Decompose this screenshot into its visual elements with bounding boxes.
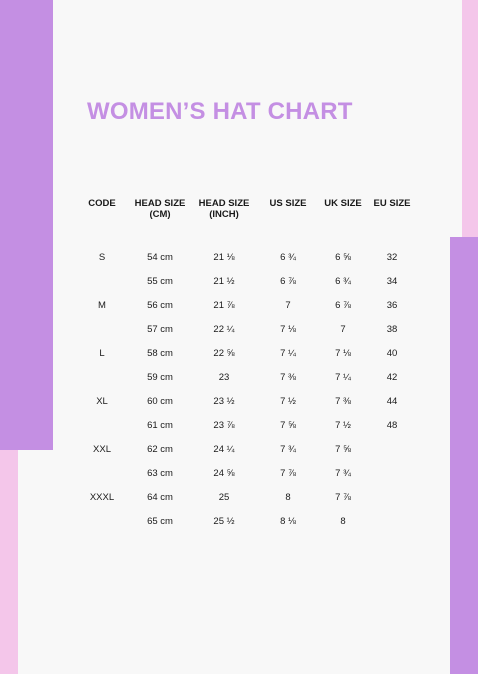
cell-us-size: 8 bbox=[285, 492, 291, 503]
cell-us-size: 7 bbox=[285, 300, 291, 311]
cell-eu-size: 40 bbox=[386, 348, 398, 359]
cell-uk-size: 7 ⅜ bbox=[335, 396, 351, 407]
cell-code: S bbox=[98, 252, 106, 263]
cell-head-size-cm: 56 cm bbox=[147, 300, 173, 311]
left-purple-band bbox=[0, 0, 53, 450]
cell-us-size: 7 ¾ bbox=[280, 444, 296, 455]
column-header-us-size: US SIZE bbox=[251, 198, 325, 209]
column-header-head-size-cm: HEAD SIZE (CM) bbox=[123, 198, 197, 220]
cell-us-size: 7 ⅝ bbox=[280, 420, 296, 431]
cell-head-size-cm: 61 cm bbox=[147, 420, 173, 431]
cell-uk-size: 6 ⅞ bbox=[335, 300, 351, 311]
right-pink-band bbox=[462, 0, 478, 237]
column-header-line1: HEAD SIZE bbox=[198, 198, 250, 209]
cell-us-size: 8 ⅛ bbox=[280, 516, 296, 527]
cell-uk-size: 7 ½ bbox=[335, 420, 351, 431]
cell-uk-size: 7 ⅞ bbox=[335, 492, 351, 503]
cell-uk-size: 7 ¼ bbox=[335, 372, 351, 383]
cell-head-size-inch: 23 bbox=[218, 372, 230, 383]
cell-head-size-inch: 23 ⅞ bbox=[213, 420, 235, 431]
right-purple-band bbox=[450, 237, 478, 674]
cell-us-size: 7 ¼ bbox=[280, 348, 296, 359]
column-header-eu-size: EU SIZE bbox=[355, 198, 429, 209]
cell-uk-size: 7 bbox=[340, 324, 346, 335]
left-pink-band bbox=[0, 450, 18, 674]
cell-us-size: 7 ⅛ bbox=[280, 324, 296, 335]
cell-head-size-cm: 55 cm bbox=[147, 276, 173, 287]
column-header-line1: US SIZE bbox=[269, 198, 307, 209]
page-title: WOMEN’S HAT CHART bbox=[87, 98, 353, 125]
cell-uk-size: 6 ¾ bbox=[335, 276, 351, 287]
cell-code: XXL bbox=[93, 444, 111, 455]
cell-us-size: 6 ⅞ bbox=[280, 276, 296, 287]
cell-head-size-inch: 21 ⅞ bbox=[213, 300, 235, 311]
column-header-line1: UK SIZE bbox=[324, 198, 362, 209]
cell-head-size-cm: 60 cm bbox=[147, 396, 173, 407]
column-header-code: CODE bbox=[65, 198, 139, 209]
column-header-line1: EU SIZE bbox=[373, 198, 411, 209]
cell-eu-size: 48 bbox=[386, 420, 398, 431]
cell-head-size-inch: 24 ⅝ bbox=[213, 468, 235, 479]
column-header-line1: HEAD SIZE bbox=[134, 198, 186, 209]
cell-head-size-cm: 57 cm bbox=[147, 324, 173, 335]
column-header-head-size-inch: HEAD SIZE (INCH) bbox=[187, 198, 261, 220]
cell-head-size-inch: 24 ¼ bbox=[213, 444, 235, 455]
cell-head-size-cm: 64 cm bbox=[147, 492, 173, 503]
column-header-line2: (INCH) bbox=[209, 209, 239, 220]
cell-head-size-inch: 22 ⅝ bbox=[213, 348, 235, 359]
column-header-line2: (CM) bbox=[149, 209, 171, 220]
cell-head-size-inch: 25 bbox=[218, 492, 230, 503]
cell-head-size-cm: 62 cm bbox=[147, 444, 173, 455]
cell-head-size-inch: 21 ½ bbox=[213, 276, 235, 287]
cell-eu-size: 34 bbox=[386, 276, 398, 287]
cell-us-size: 6 ¾ bbox=[280, 252, 296, 263]
cell-code: M bbox=[98, 300, 106, 311]
cell-us-size: 7 ⅞ bbox=[280, 468, 296, 479]
cell-us-size: 7 ⅜ bbox=[280, 372, 296, 383]
cell-uk-size: 6 ⅝ bbox=[335, 252, 351, 263]
cell-head-size-inch: 25 ½ bbox=[213, 516, 235, 527]
cell-uk-size: 7 ⅝ bbox=[335, 444, 351, 455]
cell-head-size-inch: 23 ½ bbox=[213, 396, 235, 407]
cell-head-size-cm: 58 cm bbox=[147, 348, 173, 359]
cell-us-size: 7 ½ bbox=[280, 396, 296, 407]
column-header-uk-size: UK SIZE bbox=[306, 198, 380, 209]
cell-eu-size: 36 bbox=[386, 300, 398, 311]
cell-eu-size: 38 bbox=[386, 324, 398, 335]
cell-head-size-cm: 54 cm bbox=[147, 252, 173, 263]
cell-head-size-inch: 21 ⅛ bbox=[213, 252, 235, 263]
cell-head-size-inch: 22 ¼ bbox=[213, 324, 235, 335]
column-header-line1: CODE bbox=[88, 198, 116, 209]
cell-code: L bbox=[99, 348, 105, 359]
cell-eu-size: 32 bbox=[386, 252, 398, 263]
cell-head-size-cm: 59 cm bbox=[147, 372, 173, 383]
cell-uk-size: 7 ⅛ bbox=[335, 348, 351, 359]
cell-uk-size: 7 ¾ bbox=[335, 468, 351, 479]
cell-eu-size: 44 bbox=[386, 396, 398, 407]
cell-eu-size: 42 bbox=[386, 372, 398, 383]
cell-head-size-cm: 65 cm bbox=[147, 516, 173, 527]
cell-code: XXXL bbox=[89, 492, 115, 503]
cell-code: XL bbox=[96, 396, 108, 407]
cell-head-size-cm: 63 cm bbox=[147, 468, 173, 479]
cell-uk-size: 8 bbox=[340, 516, 346, 527]
